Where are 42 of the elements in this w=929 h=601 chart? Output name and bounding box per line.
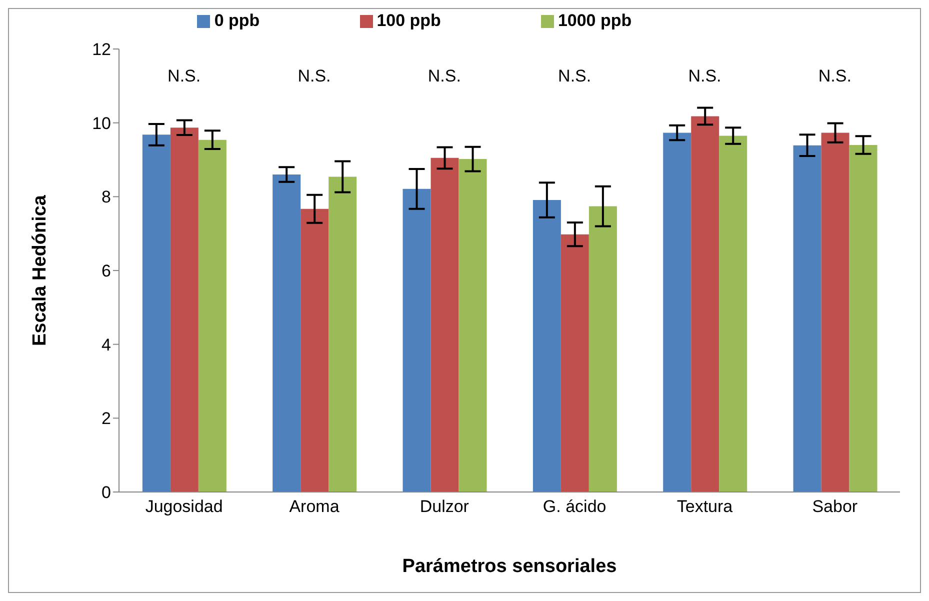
bar (691, 116, 720, 492)
bar (402, 188, 431, 492)
y-tick-label: 8 (102, 188, 111, 207)
x-axis-title: Parámetros sensoriales (402, 556, 617, 577)
bar (198, 140, 226, 492)
x-tick-label: G. ácido (542, 497, 606, 516)
bar (430, 158, 459, 492)
x-tick-label: Dulzor (420, 497, 470, 516)
x-tick-label: Textura (676, 497, 734, 516)
bar (458, 159, 487, 492)
bar (560, 234, 589, 492)
bar (849, 144, 878, 492)
annotation: N.S. (688, 66, 722, 86)
legend-label: 0 ppb (214, 11, 260, 30)
bar (793, 145, 822, 492)
y-tick-label: 10 (92, 114, 111, 133)
x-tick-label: Aroma (289, 497, 340, 516)
bar (272, 174, 301, 492)
bar (719, 136, 748, 492)
legend-label: 100 ppb (376, 11, 441, 30)
x-tick-label: Sabor (812, 497, 858, 516)
bar (532, 200, 561, 492)
bar (142, 134, 170, 492)
y-axis-title: Escala Hedónica (30, 194, 51, 346)
bar (328, 176, 357, 492)
y-tick-label: 4 (102, 335, 111, 354)
bar (821, 132, 850, 492)
y-tick-label: 6 (102, 262, 111, 281)
bar (300, 208, 329, 492)
legend-label: 1000 ppb (558, 11, 632, 30)
annotation: N.S. (558, 66, 592, 86)
annotation: N.S. (168, 66, 201, 86)
bar (170, 128, 198, 492)
annotation: N.S. (428, 66, 461, 86)
y-tick-label: 12 (92, 40, 111, 60)
y-tick-label: 2 (102, 409, 111, 428)
bar (588, 206, 617, 492)
annotation: N.S. (298, 66, 331, 86)
bar (663, 132, 692, 492)
y-tick-label: 0 (102, 483, 111, 502)
x-tick-label: Jugosidad (145, 497, 223, 516)
annotation: N.S. (818, 66, 852, 86)
